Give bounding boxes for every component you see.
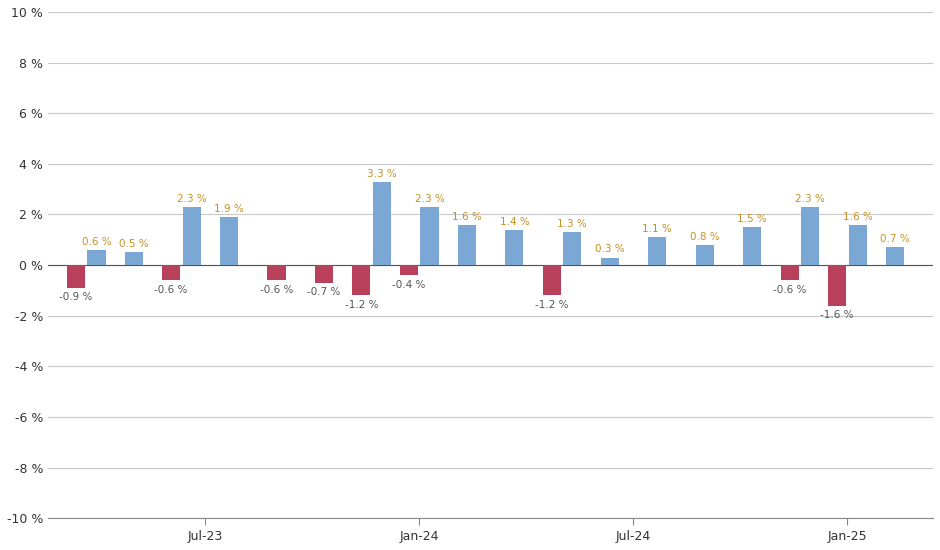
Text: -0.4 %: -0.4 % — [392, 280, 426, 290]
Bar — [182, 207, 200, 265]
Text: 2.3 %: 2.3 % — [177, 194, 207, 204]
Bar — [828, 265, 846, 306]
Bar — [67, 265, 85, 288]
Bar — [886, 248, 904, 265]
Text: 1.6 %: 1.6 % — [843, 212, 872, 222]
Bar — [400, 265, 418, 275]
Text: 2.3 %: 2.3 % — [415, 194, 445, 204]
Text: 0.3 %: 0.3 % — [595, 244, 624, 255]
Text: -0.6 %: -0.6 % — [259, 285, 293, 295]
Bar — [542, 265, 561, 295]
Bar — [563, 232, 581, 265]
Text: 0.6 %: 0.6 % — [82, 237, 111, 247]
Bar — [373, 182, 391, 265]
Bar — [458, 224, 476, 265]
Text: 1.1 %: 1.1 % — [642, 224, 672, 234]
Text: 0.8 %: 0.8 % — [690, 232, 719, 242]
Bar — [315, 265, 333, 283]
Text: -1.6 %: -1.6 % — [821, 310, 854, 320]
Bar — [849, 224, 867, 265]
Text: 1.5 %: 1.5 % — [737, 214, 767, 224]
Text: -1.2 %: -1.2 % — [535, 300, 569, 310]
Bar — [352, 265, 370, 295]
Bar — [601, 257, 619, 265]
Bar — [696, 245, 713, 265]
Bar — [268, 265, 286, 280]
Text: -0.9 %: -0.9 % — [59, 293, 93, 303]
Text: 1.4 %: 1.4 % — [499, 217, 529, 227]
Bar — [648, 237, 666, 265]
Text: -0.6 %: -0.6 % — [154, 285, 188, 295]
Text: 0.5 %: 0.5 % — [119, 239, 149, 249]
Bar — [506, 230, 524, 265]
Text: -1.2 %: -1.2 % — [345, 300, 378, 310]
Bar — [801, 207, 819, 265]
Text: 1.3 %: 1.3 % — [557, 219, 588, 229]
Bar — [744, 227, 761, 265]
Text: 0.7 %: 0.7 % — [880, 234, 910, 244]
Text: 1.9 %: 1.9 % — [214, 204, 243, 214]
Text: 2.3 %: 2.3 % — [795, 194, 825, 204]
Bar — [87, 250, 105, 265]
Bar — [220, 217, 238, 265]
Text: 1.6 %: 1.6 % — [452, 212, 481, 222]
Text: 3.3 %: 3.3 % — [367, 168, 397, 179]
Text: -0.6 %: -0.6 % — [773, 285, 807, 295]
Bar — [420, 207, 439, 265]
Bar — [162, 265, 180, 280]
Bar — [125, 252, 143, 265]
Text: -0.7 %: -0.7 % — [307, 287, 341, 298]
Bar — [780, 265, 799, 280]
